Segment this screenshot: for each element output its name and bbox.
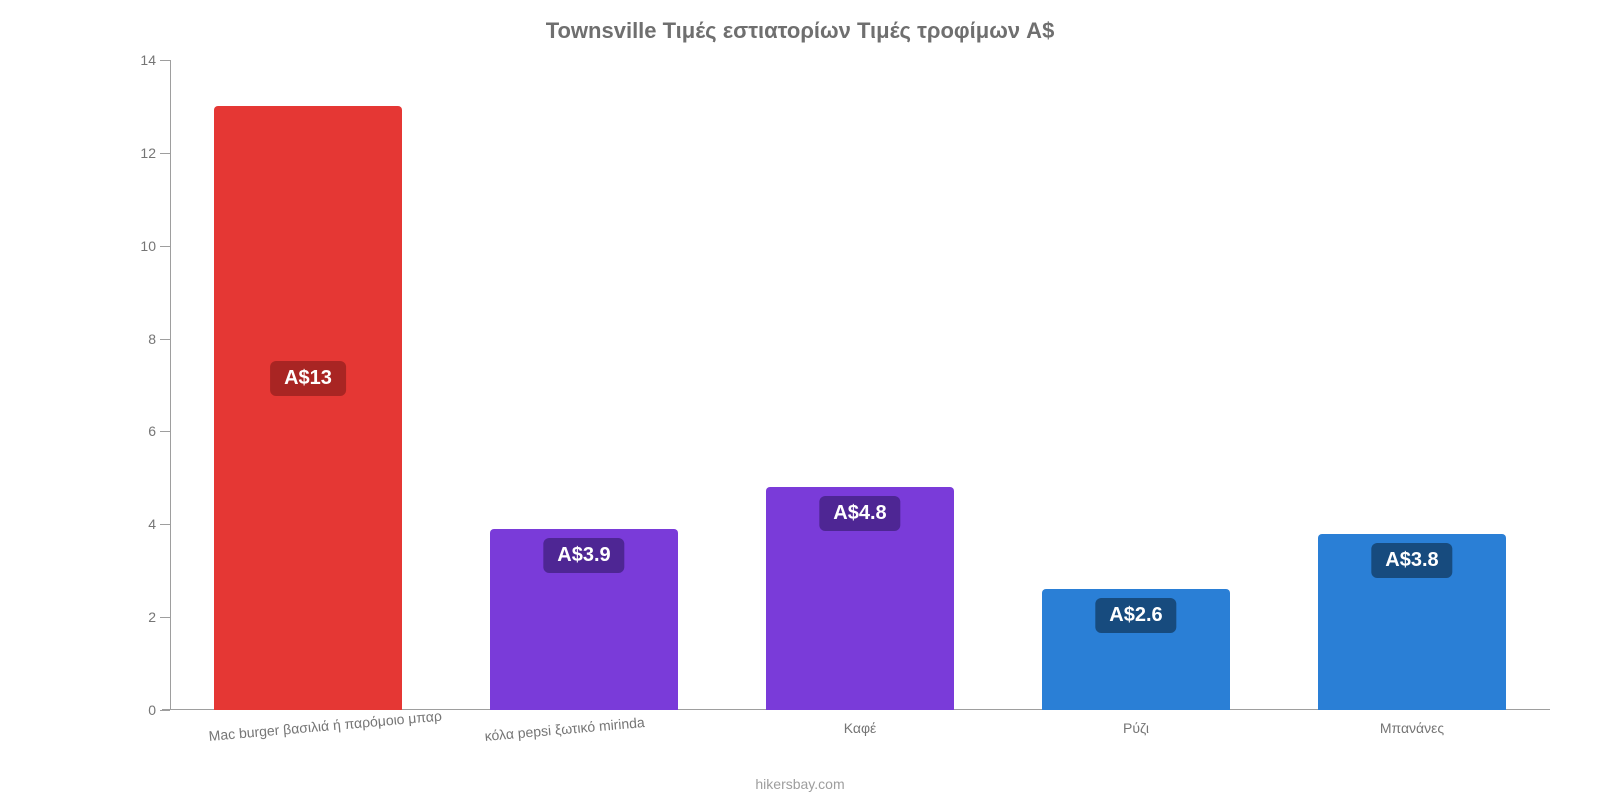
x-category-label: Mac burger βασιλιά ή παρόμοιο μπαρ xyxy=(208,708,442,744)
y-tick-label: 2 xyxy=(148,609,156,625)
y-tick-label: 10 xyxy=(140,238,156,254)
y-tick xyxy=(160,710,170,711)
x-category-label: κόλα pepsi ξωτικό mirinda xyxy=(484,714,645,744)
y-tick-label: 0 xyxy=(148,702,156,718)
y-tick xyxy=(160,431,170,432)
bar-slot: A$4.8 xyxy=(766,60,954,710)
y-tick xyxy=(160,153,170,154)
y-tick xyxy=(160,524,170,525)
chart-title: Townsville Τιμές εστιατορίων Τιμές τροφί… xyxy=(0,18,1600,44)
plot-area: 02468101214 A$13A$3.9A$4.8A$2.6A$3.8 Mac… xyxy=(170,60,1550,710)
x-category-label: Καφέ xyxy=(844,720,877,736)
bar-slot: A$3.9 xyxy=(490,60,678,710)
bar-slot: A$2.6 xyxy=(1042,60,1230,710)
bar-value-label: A$4.8 xyxy=(819,496,900,531)
bars-group: A$13 A$3.9 A$4.8 A$2.6 A$3.8 xyxy=(170,60,1550,710)
bar-value-label: A$13 xyxy=(270,361,346,396)
y-tick xyxy=(160,617,170,618)
bar-slot: A$3.8 xyxy=(1318,60,1506,710)
bar xyxy=(214,106,402,710)
y-tick-label: 8 xyxy=(148,331,156,347)
y-tick xyxy=(160,246,170,247)
bar-value-label: A$3.9 xyxy=(543,538,624,573)
bar-value-label: A$2.6 xyxy=(1095,598,1176,633)
y-tick-label: 12 xyxy=(140,145,156,161)
bar-value-label: A$3.8 xyxy=(1371,543,1452,578)
y-tick-label: 4 xyxy=(148,516,156,532)
chart-container: Townsville Τιμές εστιατορίων Τιμές τροφί… xyxy=(0,0,1600,800)
y-tick xyxy=(160,339,170,340)
x-category-label: Μπανάνες xyxy=(1380,720,1444,736)
attribution-text: hikersbay.com xyxy=(0,776,1600,792)
y-tick-label: 6 xyxy=(148,423,156,439)
y-tick xyxy=(160,60,170,61)
x-category-label: Ρύζι xyxy=(1123,720,1149,736)
y-tick-label: 14 xyxy=(140,52,156,68)
bar-slot: A$13 xyxy=(214,60,402,710)
